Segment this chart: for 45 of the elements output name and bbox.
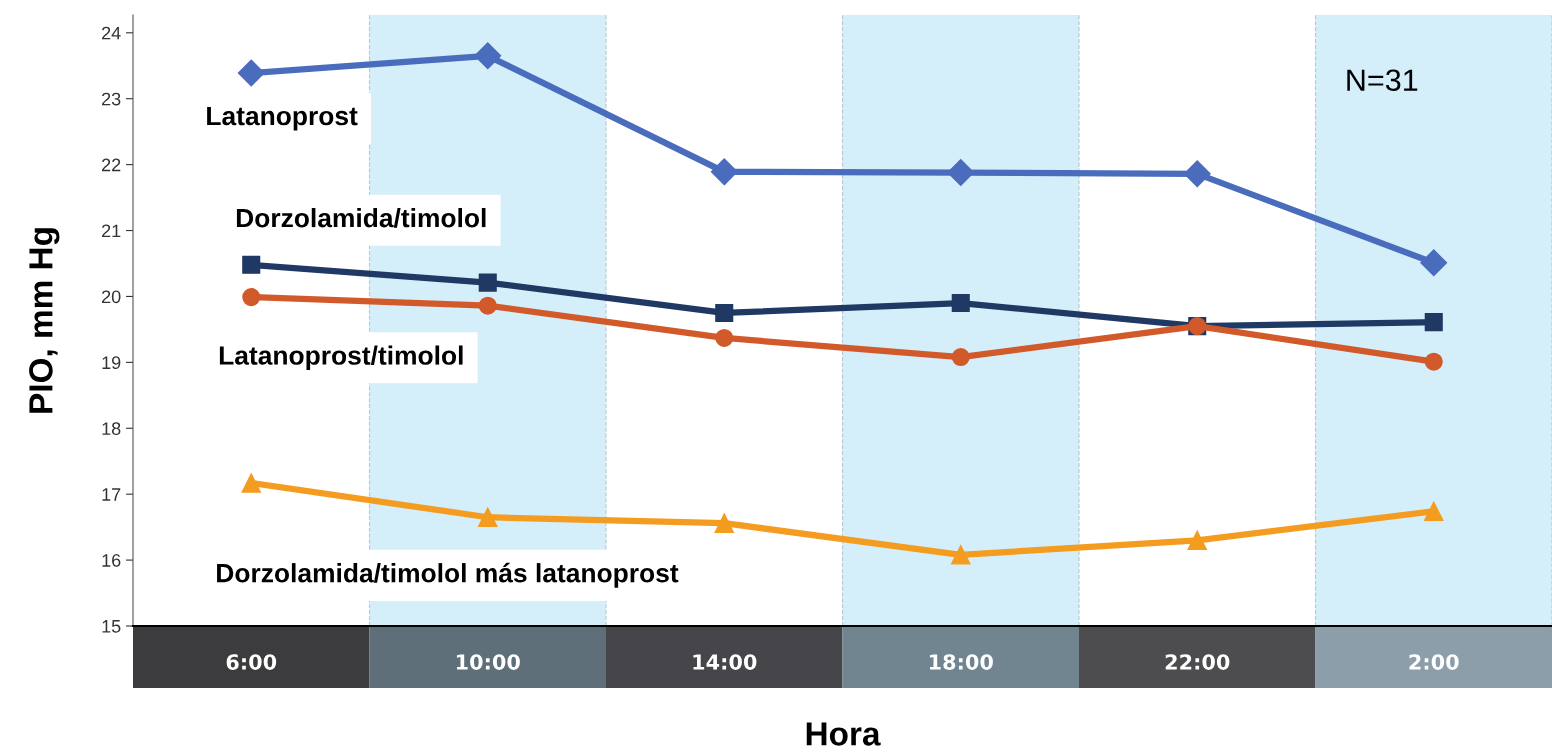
point [474,42,502,70]
point [1187,530,1207,551]
x-tick-label: 22:00 [1165,654,1230,670]
point [951,294,970,313]
point [947,159,975,186]
point [478,507,498,527]
x-tick-label: 10:00 [456,654,520,670]
y-tick-label: 24 [102,26,121,40]
point [714,513,734,533]
y-tick-label: 18 [102,422,121,435]
x-tick-label: 18:00 [929,654,993,670]
x-axis-title: Hora [806,722,881,746]
x-tick-label: 2:00 [1409,654,1459,670]
series-label: Dorzolamida/timolol [236,208,486,228]
point [951,545,971,565]
point [242,255,261,274]
point [1424,313,1443,332]
y-axis-title: PIO, mm Hg [29,228,60,413]
point [951,348,970,367]
point [710,158,738,186]
point [241,473,261,493]
point [1183,160,1211,188]
point [1424,352,1443,371]
point [1424,501,1444,522]
y-tick-label: 17 [102,488,121,501]
y-tick-label: 23 [102,92,121,106]
y-tick-label: 16 [102,554,121,567]
point [478,296,497,315]
point [478,273,497,292]
annotation: N=31 [1347,69,1418,92]
point [715,303,734,322]
point [1420,249,1448,277]
y-tick-label: 15 [102,620,121,633]
y-tick-label: 20 [102,290,121,304]
x-tick-label: 14:00 [693,654,757,670]
series-label: Latanoprost [207,106,358,131]
series-label: Dorzolamida/timolol más latanoprost [217,562,679,588]
x-tick-label: 6:00 [226,654,277,670]
series-label: Latanoprost/timolol [219,345,463,371]
point [715,328,734,347]
point [237,59,265,87]
point [242,288,261,307]
y-tick-label: 21 [102,224,121,238]
y-tick-label: 19 [102,356,121,370]
y-tick-label: 22 [102,158,121,172]
